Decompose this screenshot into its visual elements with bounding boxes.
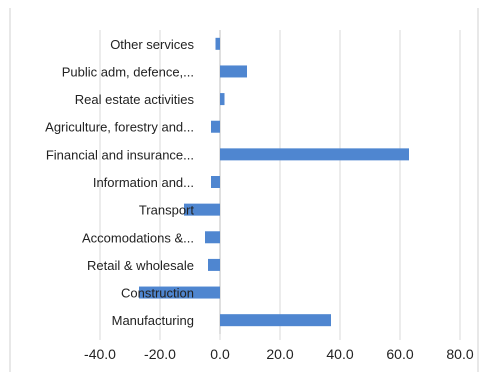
x-tick-label: 40.0 <box>326 346 353 362</box>
bar <box>211 176 220 188</box>
category-label: Other services <box>110 37 194 52</box>
bar <box>215 37 220 50</box>
bar <box>211 120 220 133</box>
bar <box>139 286 220 299</box>
category-label: Information and... <box>93 175 194 190</box>
bar <box>205 231 220 244</box>
bar <box>184 203 220 216</box>
x-tick-label: 0.0 <box>210 346 230 362</box>
bars <box>139 37 409 327</box>
x-tick-label: 60.0 <box>386 346 413 362</box>
x-tick-label: -20.0 <box>144 346 176 362</box>
bar <box>208 258 220 271</box>
category-label: Public adm, defence,... <box>62 64 194 79</box>
category-label: Manufacturing <box>112 313 194 328</box>
x-axis-tick-labels: -40.0 -20.0 0.0 20.0 40.0 60.0 80.0 <box>84 346 474 362</box>
x-tick-label: 20.0 <box>266 346 293 362</box>
x-tick-label: -40.0 <box>84 346 116 362</box>
bar <box>220 148 409 161</box>
x-tick-label: 80.0 <box>446 346 473 362</box>
category-labels: Other services Public adm, defence,... Rea… <box>45 37 194 328</box>
category-label: Accomodations &... <box>82 230 194 245</box>
category-label: Real estate activities <box>75 92 195 107</box>
bar <box>220 65 247 78</box>
category-label: Transport <box>139 203 195 218</box>
category-label: Construction <box>121 286 194 301</box>
bar <box>220 314 331 327</box>
category-label: Financial and insurance... <box>46 147 194 162</box>
bar <box>220 93 225 106</box>
category-label: Agriculture, forestry and... <box>45 120 194 135</box>
category-label: Retail & wholesale <box>87 258 194 273</box>
